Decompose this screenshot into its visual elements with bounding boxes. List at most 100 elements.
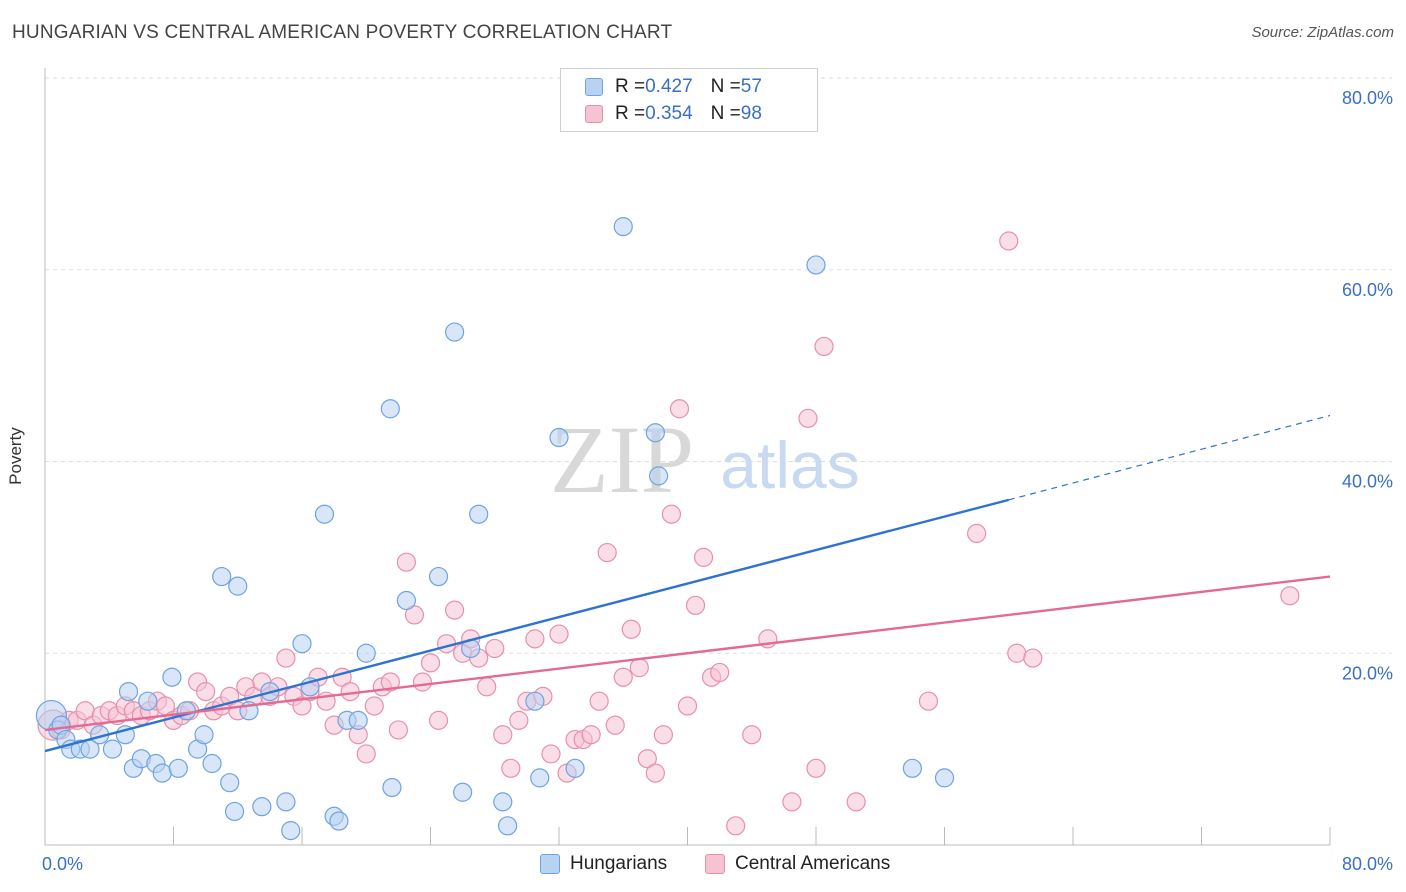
- central-americans-point: [597, 542, 617, 563]
- central-americans-point: [798, 408, 818, 428]
- hungarians-point: [493, 792, 513, 812]
- legend-r-label: R =: [615, 76, 646, 97]
- central-americans-point: [726, 816, 746, 836]
- central-americans-point: [276, 648, 296, 668]
- legend-n-label: N =: [710, 103, 741, 124]
- hungarians-point: [806, 255, 826, 275]
- gridlines: [45, 77, 1392, 654]
- legend-swatch-blue: [585, 78, 603, 96]
- central-americans-point: [477, 677, 497, 697]
- hungarians-point: [168, 758, 188, 778]
- hungarians-point: [194, 725, 214, 745]
- central-americans-point: [846, 792, 866, 812]
- watermark: ZIP atlas: [550, 406, 860, 513]
- hungarians-trend-extension: [1008, 414, 1331, 501]
- legend-swatch-central-americans: [705, 854, 725, 874]
- hungarians-point: [314, 504, 335, 524]
- legend-row-hungarians: R = 0.427 N = 57: [585, 75, 762, 99]
- legend-label-central-americans: Central Americans: [735, 853, 891, 874]
- y-tick-label: 60.0%: [1342, 280, 1393, 300]
- central-americans-point: [613, 667, 633, 687]
- central-americans-point: [485, 638, 505, 659]
- central-americans-point: [196, 681, 216, 702]
- central-americans-point: [1280, 586, 1300, 606]
- hungarians-point: [329, 811, 349, 831]
- central-americans-point: [589, 691, 609, 711]
- central-americans-point: [806, 758, 826, 778]
- correlation-legend: R = 0.427 N = 57 R = 0.354 N = 98: [560, 68, 818, 132]
- central-americans-point: [999, 231, 1019, 251]
- legend-r-value: 0.427: [645, 76, 693, 97]
- hungarians-point: [138, 691, 158, 711]
- hungarians-point: [292, 634, 312, 654]
- central-americans-point: [621, 619, 641, 639]
- hungarians-point: [202, 753, 222, 774]
- central-americans-point: [653, 725, 674, 745]
- central-americans-point: [509, 710, 529, 730]
- chart-title: HUNGARIAN VS CENTRAL AMERICAN POVERTY CO…: [12, 22, 673, 43]
- hungarians-point: [252, 797, 272, 817]
- hungarians-point: [902, 758, 922, 778]
- y-tick-label: 20.0%: [1342, 663, 1393, 683]
- hungarians-point: [444, 322, 465, 342]
- hungarians-point: [565, 758, 585, 778]
- central-americans-point: [525, 629, 545, 649]
- central-americans-point: [661, 504, 682, 524]
- tick-labels: 20.0% 40.0% 60.0% 80.0% 0.0% 80.0%: [42, 88, 1393, 874]
- hungarians-point: [382, 777, 402, 798]
- legend-label-hungarians: Hungarians: [570, 853, 668, 874]
- trend-lines: [44, 414, 1331, 753]
- legend-n-value: 57: [740, 76, 762, 97]
- legend-swatch-pink: [585, 105, 603, 123]
- hungarians-point: [212, 566, 232, 587]
- hungarians-point: [613, 217, 633, 237]
- hungarians-point: [525, 691, 545, 711]
- watermark-atlas: atlas: [720, 428, 859, 502]
- y-tick-label: 80.0%: [1342, 88, 1393, 108]
- central-americans-point: [637, 749, 657, 769]
- hungarians-point: [228, 576, 248, 596]
- legend-row-central-americans: R = 0.354 N = 98: [585, 102, 762, 126]
- central-americans-point: [412, 672, 433, 692]
- central-americans-point: [693, 547, 714, 567]
- hungarians-point: [220, 773, 240, 793]
- hungarians-point: [469, 504, 489, 524]
- central-americans-point: [420, 653, 441, 673]
- central-americans-point: [1007, 643, 1027, 663]
- hungarians-point: [934, 768, 955, 788]
- central-americans-point: [581, 725, 601, 745]
- central-americans-point: [356, 744, 376, 764]
- hungarians-points: [35, 217, 955, 841]
- watermark-zip: ZIP: [550, 406, 694, 513]
- hungarians-point: [281, 821, 301, 841]
- legend-r-label: R =: [615, 103, 646, 124]
- central-americans-point: [742, 725, 762, 745]
- central-americans-point: [428, 710, 449, 730]
- hungarians-point: [428, 566, 449, 587]
- hungarians-point: [498, 816, 518, 836]
- legend-r-value: 0.354: [645, 103, 693, 124]
- central-americans-point: [388, 720, 408, 740]
- central-americans-point: [501, 758, 521, 778]
- hungarians-point: [356, 643, 376, 663]
- central-americans-point: [404, 605, 425, 625]
- central-americans-point: [605, 715, 625, 735]
- central-americans-point: [967, 523, 987, 544]
- central-americans-point: [444, 600, 465, 620]
- hungarians-point: [348, 710, 368, 730]
- x-tick-label-min: 0.0%: [42, 854, 83, 874]
- central-americans-trend-line: [44, 575, 1331, 732]
- central-americans-point: [918, 691, 939, 711]
- central-americans-points: [37, 231, 1300, 836]
- hungarians-point: [549, 427, 569, 448]
- hungarians-point: [453, 782, 473, 802]
- hungarians-point: [648, 466, 669, 486]
- central-americans-point: [549, 624, 569, 644]
- legend-swatch-hungarians: [540, 854, 560, 874]
- hungarians-point: [162, 667, 182, 687]
- x-tick-label-max: 80.0%: [1342, 854, 1393, 874]
- hungarians-point: [102, 739, 123, 759]
- central-americans-point: [396, 552, 417, 572]
- hungarians-trend-line: [44, 498, 1010, 753]
